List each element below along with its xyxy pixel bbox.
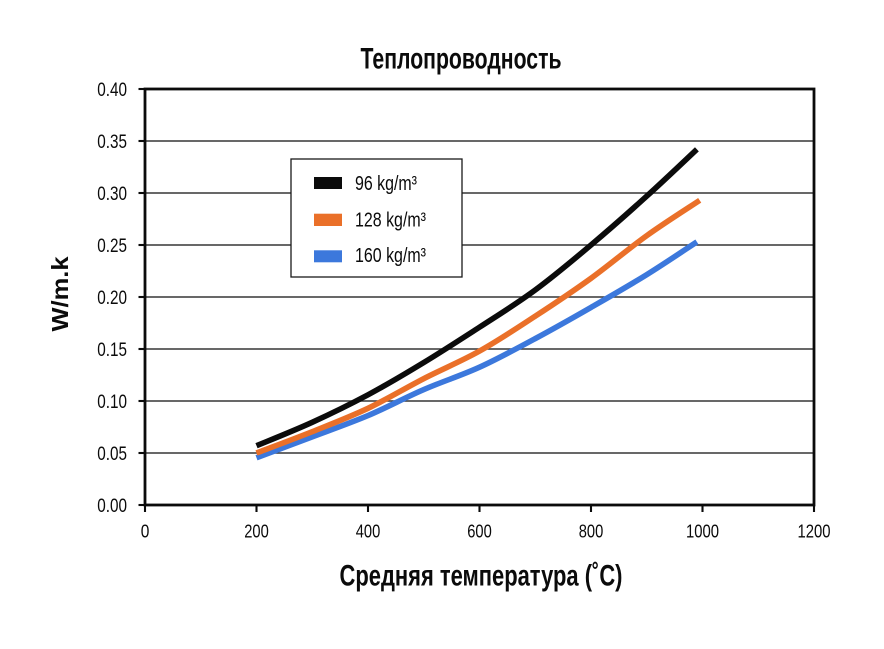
svg-text:600: 600	[467, 522, 492, 542]
svg-text:W/m.k: W/m.k	[47, 256, 73, 331]
svg-text:1200: 1200	[798, 522, 831, 542]
svg-text:0.00: 0.00	[97, 495, 127, 517]
svg-text:0.35: 0.35	[97, 131, 127, 153]
svg-text:0.05: 0.05	[97, 443, 127, 465]
svg-text:400: 400	[356, 522, 381, 542]
svg-text:0: 0	[141, 522, 150, 542]
svg-text:Средняя температура (˚C): Средняя температура (˚C)	[340, 560, 623, 593]
svg-text:0.20: 0.20	[97, 287, 127, 309]
svg-text:0.15: 0.15	[97, 339, 127, 361]
svg-text:200: 200	[244, 522, 269, 542]
svg-text:128 kg/m³: 128 kg/m³	[355, 209, 426, 231]
svg-text:96 kg/m³: 96 kg/m³	[355, 173, 417, 195]
svg-text:0.40: 0.40	[97, 79, 127, 101]
svg-text:1000: 1000	[686, 522, 719, 542]
svg-text:0.30: 0.30	[97, 183, 127, 205]
svg-text:800: 800	[579, 522, 604, 542]
svg-text:160 kg/m³: 160 kg/m³	[355, 245, 426, 267]
svg-text:0.10: 0.10	[97, 391, 127, 413]
svg-text:Теплопроводность: Теплопроводность	[361, 43, 562, 76]
svg-text:0.25: 0.25	[97, 235, 127, 257]
